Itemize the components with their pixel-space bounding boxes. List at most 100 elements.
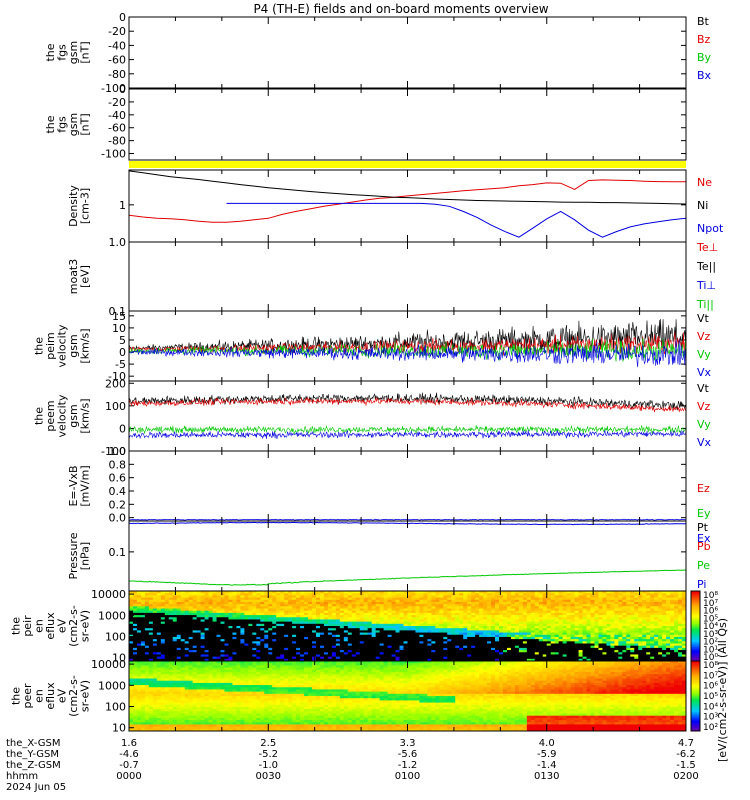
pressure-data xyxy=(128,521,687,586)
peir-cell xyxy=(232,628,237,631)
peir-cell xyxy=(156,619,162,623)
peir-cell xyxy=(363,650,369,653)
peir-cell xyxy=(479,606,484,609)
peir-cell xyxy=(630,619,635,623)
peir-cell xyxy=(224,632,229,636)
peir-cell xyxy=(626,645,631,649)
peir-cell xyxy=(196,634,202,638)
peir-cell xyxy=(395,650,400,653)
peir-cell xyxy=(646,597,651,601)
peir-cell xyxy=(375,645,381,649)
peir-cell xyxy=(351,604,357,607)
peir-cell xyxy=(284,636,289,640)
peir-cell xyxy=(419,654,424,658)
peir-cell xyxy=(538,593,544,596)
peir-cell xyxy=(355,650,361,653)
peir-cell xyxy=(379,626,385,629)
peir-cell xyxy=(455,634,460,638)
peir-cell xyxy=(558,628,564,631)
peir-cell xyxy=(184,597,190,601)
peir-cell xyxy=(487,639,492,642)
peir-cell xyxy=(260,643,265,647)
peir-cell xyxy=(427,606,432,609)
peir-cell xyxy=(650,630,655,633)
peir-cell xyxy=(431,623,436,627)
peir-cell xyxy=(371,647,377,651)
peir-cell xyxy=(506,623,512,627)
peir-cell xyxy=(375,595,381,598)
peir-cell xyxy=(264,599,269,603)
peir-cell xyxy=(415,636,420,640)
peir-cell xyxy=(232,647,237,651)
peir-cell xyxy=(212,619,217,623)
peir-cell xyxy=(678,612,683,616)
peir-cell xyxy=(276,617,281,620)
peir-cell xyxy=(152,636,158,640)
peir-cell xyxy=(566,634,572,638)
peir-cell xyxy=(435,658,440,662)
peir-cell xyxy=(582,591,587,594)
peir-cell xyxy=(419,606,424,609)
peir-colorbar-step xyxy=(691,605,700,608)
peir-cell xyxy=(363,630,369,633)
peir-cell xyxy=(216,647,221,651)
peir-cell xyxy=(467,608,472,612)
peir-cell xyxy=(240,647,245,651)
peir-cell xyxy=(403,601,408,605)
peir-cell xyxy=(248,623,253,627)
peir-cell xyxy=(244,608,249,612)
peir-cell xyxy=(240,630,245,633)
peir-cell xyxy=(387,608,392,612)
peir-cell xyxy=(264,610,269,614)
peir-cell xyxy=(152,652,158,655)
peir-cell xyxy=(399,604,404,607)
peir-cell xyxy=(272,621,277,625)
peir-cell xyxy=(300,608,305,612)
peir-cell xyxy=(610,626,615,629)
peir-cell xyxy=(678,621,683,625)
peir-cell xyxy=(638,601,643,605)
peir-cell xyxy=(327,645,333,649)
peir-cell xyxy=(582,621,587,625)
peir-cell xyxy=(638,652,643,655)
peir-cell xyxy=(570,650,575,653)
peir-cell xyxy=(487,617,492,620)
peir-cell xyxy=(582,608,587,612)
peir-cell xyxy=(220,658,225,662)
peir-cell xyxy=(204,630,209,633)
peir-cell xyxy=(674,632,679,636)
fgs-1-ylabel-line: fgs xyxy=(56,44,69,61)
peir-cell xyxy=(300,641,305,644)
peir-cell xyxy=(443,597,448,601)
peir-cell xyxy=(522,630,528,633)
peir-cell xyxy=(630,652,635,655)
peir-cell xyxy=(542,630,548,633)
peir-cell xyxy=(276,632,281,636)
peir-cell xyxy=(614,658,619,662)
peir-cell xyxy=(447,641,452,644)
peir-cell xyxy=(395,597,400,601)
temperature-ytick-label: 0.1 xyxy=(109,305,127,318)
peir-cell xyxy=(558,597,564,601)
peir-cell xyxy=(471,619,476,623)
peir-cell xyxy=(499,639,504,642)
peir-cell xyxy=(335,604,341,607)
peir-cell xyxy=(502,645,508,649)
peir-cell xyxy=(598,610,603,614)
peir-cell xyxy=(308,599,313,603)
peir-cell xyxy=(590,617,595,620)
peir-cell xyxy=(554,639,560,642)
peir-cell xyxy=(443,593,448,596)
peir-cell xyxy=(136,643,142,647)
peim-velocity-ytick-label: 5 xyxy=(119,334,126,347)
peir-cell xyxy=(435,639,440,642)
peir-cell xyxy=(152,628,158,631)
peir-cell xyxy=(339,656,345,660)
peir-cell xyxy=(216,593,221,596)
peir-cell xyxy=(590,654,595,658)
peir-cell xyxy=(319,623,325,627)
peir-cell xyxy=(590,630,595,633)
peir-cell xyxy=(132,634,138,638)
peir-cell xyxy=(475,601,480,605)
peir-cell xyxy=(483,639,488,642)
